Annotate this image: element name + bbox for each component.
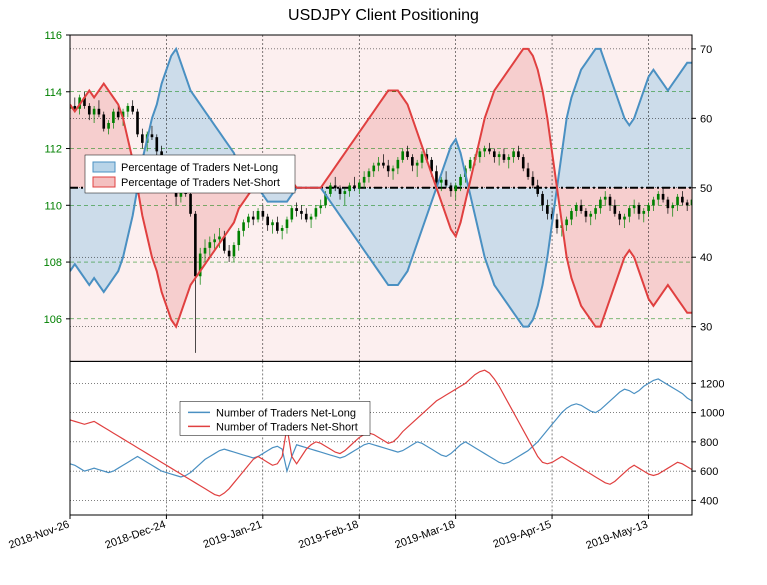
x-tick-label: 2018-Dec-24 [104, 519, 168, 552]
right-tick: 50 [700, 183, 712, 195]
num-long-line [70, 379, 692, 477]
right-tick: 60 [700, 113, 712, 125]
left-tick: 114 [44, 87, 62, 99]
panel-percentage: 106 108 110 112 114 116 30 40 50 60 70 Percentage o… [44, 30, 713, 361]
x-tick-label: 2019-Apr-15 [492, 519, 554, 551]
x-tick-label: 2019-Jan-21 [202, 519, 264, 551]
left-tick: 106 [44, 314, 62, 326]
x-tick-label: 2019-Feb-18 [297, 519, 360, 552]
legend-long-label: Percentage of Traders Net-Long [121, 162, 278, 174]
chart-title: USDJPY Client Positioning [288, 7, 479, 24]
legend-num-long: Number of Traders Net-Long [216, 407, 356, 419]
legend-num-short: Number of Traders Net-Short [216, 421, 358, 433]
panel2-tick: 1200 [700, 378, 724, 390]
x-tick-label: 2019-May-13 [584, 519, 649, 552]
panel2-tick: 800 [700, 437, 718, 449]
panel2-tick: 1000 [700, 408, 724, 420]
left-tick: 116 [44, 30, 62, 42]
num-short-line [70, 370, 692, 496]
positioning-chart: USDJPY Client Positioning 106 108 110 112 114… [0, 0, 767, 585]
right-tick: 30 [700, 322, 712, 334]
panel-number: 400 600 800 1000 1200 2018-Nov-26 2018-Dec-24 2… [7, 361, 724, 552]
x-tick-label: 2018-Nov-26 [7, 519, 71, 552]
left-tick: 110 [44, 200, 62, 212]
right-tick: 70 [700, 44, 712, 56]
left-tick: 112 [44, 144, 62, 156]
panel2-tick: 600 [700, 466, 718, 478]
right-tick: 40 [700, 252, 712, 264]
left-tick: 108 [44, 257, 62, 269]
legend-short-label: Percentage of Traders Net-Short [121, 177, 280, 189]
panel2-tick: 400 [700, 495, 718, 507]
x-tick-label: 2019-Mar-18 [393, 519, 456, 552]
